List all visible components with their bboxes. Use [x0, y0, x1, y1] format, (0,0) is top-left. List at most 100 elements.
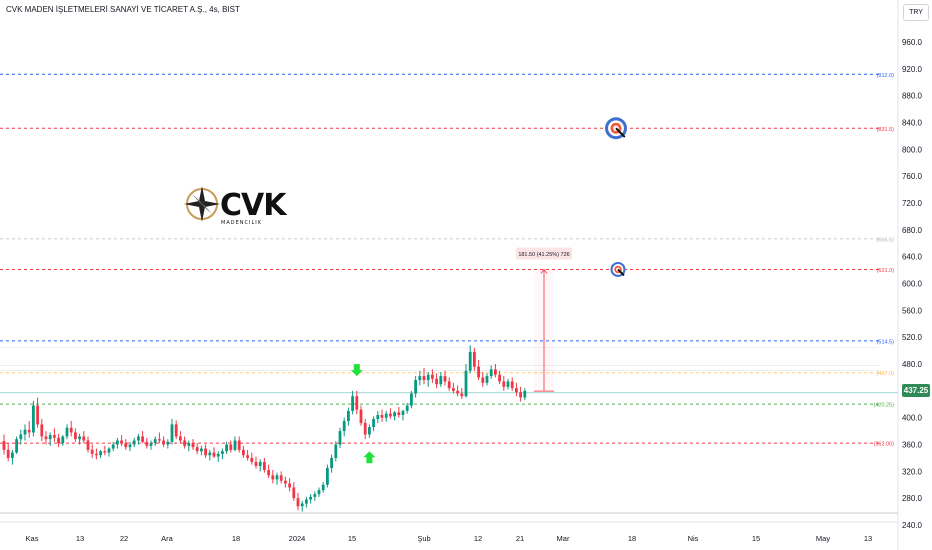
y-tick-label: 960.0: [902, 38, 923, 47]
candle-body: [342, 421, 346, 432]
y-tick-label: 480.0: [902, 360, 923, 369]
y-tick-label: 240.0: [902, 521, 923, 530]
candle-body: [494, 369, 497, 375]
x-tick-label: 22: [120, 534, 128, 543]
candle-body: [174, 424, 178, 437]
x-tick-label: 12: [474, 534, 482, 543]
x-tick-label: 13: [76, 534, 84, 543]
candle-body: [284, 480, 287, 484]
candle-body: [523, 390, 527, 398]
candle-body: [95, 453, 98, 456]
candle-body: [372, 419, 375, 428]
candle-body: [258, 461, 262, 466]
x-tick-label: 18: [232, 534, 240, 543]
candle-body: [368, 427, 371, 435]
candle-body: [145, 441, 149, 446]
candle-body: [162, 440, 165, 445]
candle-body: [326, 467, 329, 485]
candle-body: [153, 439, 157, 444]
candle-body: [389, 413, 392, 417]
candle-body: [120, 440, 123, 444]
candle-body: [422, 376, 426, 381]
candle-body: [397, 412, 401, 415]
candle-body: [384, 413, 388, 418]
candle-body: [506, 381, 510, 387]
x-tick-label: May: [816, 534, 830, 543]
candle-body: [128, 444, 132, 448]
x-tick-label: Şub: [417, 534, 430, 543]
candle-body: [229, 444, 233, 450]
measure-arrow: [540, 268, 548, 274]
candle-body: [32, 405, 35, 433]
measure-label-box: [516, 247, 572, 260]
y-tick-label: 760.0: [902, 172, 923, 181]
level-label: (621.0): [877, 268, 895, 274]
candle-body: [158, 439, 161, 441]
candle-body: [90, 449, 94, 454]
candle-body: [515, 388, 518, 393]
candle-body: [69, 427, 73, 433]
y-tick-label: 920.0: [902, 65, 923, 74]
y-tick-label: 720.0: [902, 199, 923, 208]
compass-icon: [184, 186, 220, 222]
candle-body: [99, 451, 102, 456]
currency-button[interactable]: TRY: [903, 4, 929, 21]
candle-body: [405, 405, 409, 411]
measure-label: 181.50 (41.25%) 726: [518, 252, 569, 258]
candle-body: [393, 412, 396, 417]
logo-text: CVK: [220, 188, 286, 223]
candle-body: [498, 374, 501, 382]
candle-body: [170, 424, 174, 442]
up-arrow-icon: [363, 451, 376, 464]
candle-body: [107, 448, 111, 453]
x-tick-label: 13: [864, 534, 872, 543]
candle-body: [179, 436, 182, 441]
y-tick-label: 400.0: [902, 414, 923, 423]
candle-body: [195, 447, 199, 452]
y-tick-label: 320.0: [902, 467, 923, 476]
candle-body: [233, 440, 237, 450]
logo-subtext: MADENCILIK: [221, 220, 262, 226]
y-tick-label: 520.0: [902, 333, 923, 342]
candle-body: [288, 483, 291, 488]
candle-body: [447, 381, 451, 389]
candle-body: [78, 436, 81, 440]
x-tick-label: Nis: [688, 534, 699, 543]
candle-body: [410, 393, 413, 406]
level-label: (912.0): [877, 73, 895, 79]
level-label: (831.5): [877, 127, 895, 133]
candle-body: [510, 381, 514, 389]
candle-body: [263, 461, 266, 470]
level-label: (666.5): [877, 237, 895, 243]
candle-body: [124, 443, 128, 448]
candle-body: [485, 376, 489, 383]
candle-body: [116, 440, 119, 445]
candle-body: [250, 457, 254, 462]
candle-body: [48, 435, 52, 440]
candle-body: [296, 498, 300, 507]
candle-body: [246, 455, 249, 458]
candle-body: [208, 452, 212, 456]
candle-body: [502, 381, 506, 387]
x-tick-label: Ara: [161, 534, 174, 543]
candle-body: [300, 503, 304, 507]
candle-body: [305, 499, 308, 504]
candle-body: [351, 396, 354, 411]
candle-body: [187, 443, 191, 446]
candle-body: [317, 490, 321, 495]
candle-body: [237, 440, 241, 450]
candle-body: [334, 444, 338, 458]
y-tick-label: 280.0: [902, 494, 923, 503]
y-tick-label: 360.0: [902, 441, 923, 450]
candle-body: [431, 374, 434, 379]
candle-body: [44, 436, 48, 440]
candle-body: [111, 444, 115, 449]
candle-body: [254, 461, 258, 466]
y-tick-label: 800.0: [902, 145, 923, 154]
candle-body: [376, 414, 380, 420]
candle-body: [74, 432, 77, 440]
down-arrow-icon: [350, 364, 363, 377]
y-tick-label: 680.0: [902, 226, 923, 235]
candle-body: [242, 449, 245, 456]
